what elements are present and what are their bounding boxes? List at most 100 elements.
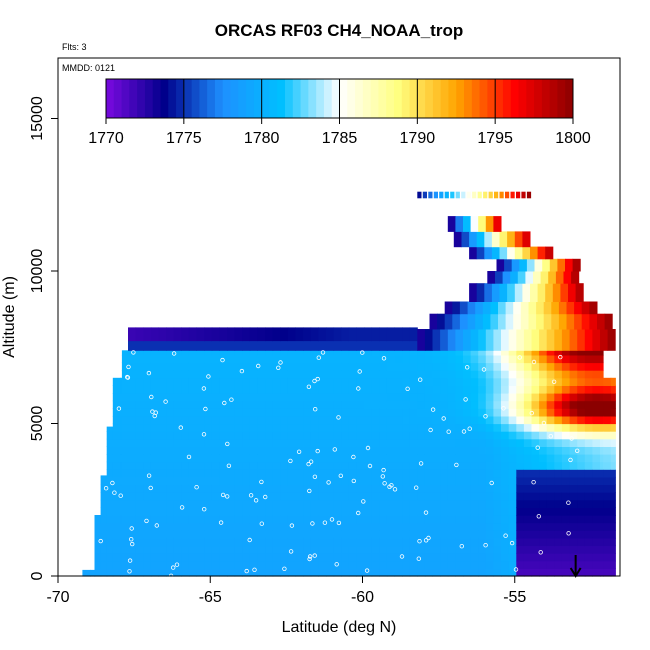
heatmap-cell xyxy=(371,385,380,394)
heatmap-cell xyxy=(440,469,449,478)
heatmap-cell xyxy=(447,553,456,562)
heatmap-cell xyxy=(600,377,604,386)
heatmap-cell xyxy=(341,484,350,493)
heatmap-cell xyxy=(188,492,198,501)
x-tick-label: -55 xyxy=(503,589,526,606)
heatmap-cell xyxy=(82,569,91,577)
heatmap-cell xyxy=(249,423,258,432)
heatmap-cell xyxy=(341,393,350,402)
colorbar-swatch xyxy=(448,79,457,118)
heatmap-cell xyxy=(432,469,441,478)
heatmap-cell xyxy=(135,515,144,524)
heatmap-cell xyxy=(455,191,460,199)
heatmap-cell xyxy=(484,246,493,260)
heatmap-cell xyxy=(257,377,266,386)
y-tick-label: 5000 xyxy=(29,406,46,442)
heatmap-cell xyxy=(554,329,563,351)
heatmap-cell xyxy=(326,522,335,531)
heatmap-cell xyxy=(204,537,213,547)
heatmap-cell xyxy=(478,553,487,562)
heatmap-cell xyxy=(310,438,319,447)
heatmap-cell xyxy=(432,461,441,470)
heatmap-cell xyxy=(219,476,228,486)
heatmap-cell xyxy=(166,560,175,569)
heatmap-cell xyxy=(539,438,548,447)
heatmap-cell xyxy=(120,484,123,493)
heatmap-cell xyxy=(188,415,198,425)
heatmap-cell xyxy=(526,191,532,199)
heatmap-cell xyxy=(188,385,198,394)
heatmap-cell xyxy=(135,393,144,402)
heatmap-cell xyxy=(409,431,418,440)
heatmap-cell xyxy=(128,415,137,425)
heatmap-cell xyxy=(150,560,160,569)
heatmap-cell xyxy=(280,385,289,394)
heatmap-cell xyxy=(470,469,479,478)
heatmap-cell xyxy=(424,530,434,539)
heatmap-cell xyxy=(120,408,123,417)
heatmap-cell xyxy=(561,560,571,569)
heatmap-cell xyxy=(303,370,312,379)
heatmap-cell xyxy=(600,461,604,470)
colorbar-tick-label: 1770 xyxy=(88,130,124,147)
heatmap-cell xyxy=(386,362,396,371)
colorbar-swatch xyxy=(106,79,115,118)
heatmap-cell xyxy=(455,446,464,455)
heatmap-cell xyxy=(409,393,418,402)
heatmap-cell xyxy=(204,476,213,486)
heatmap-cell xyxy=(577,446,586,455)
heatmap-cell xyxy=(326,484,335,493)
heatmap-cell xyxy=(94,560,102,569)
heatmap-cell xyxy=(610,476,616,486)
heatmap-cell xyxy=(555,271,564,284)
heatmap-cell xyxy=(135,553,144,562)
heatmap-cell xyxy=(120,522,123,531)
colorbar-swatch xyxy=(300,79,309,118)
heatmap-cell xyxy=(463,431,472,440)
heatmap-cell xyxy=(478,492,487,501)
heatmap-cell xyxy=(100,515,108,524)
heatmap-cell xyxy=(166,476,175,486)
colorbar-swatch xyxy=(222,79,232,118)
heatmap-cell xyxy=(143,499,152,508)
heatmap-cell xyxy=(523,492,533,501)
heatmap-cell xyxy=(128,438,137,447)
heatmap-cell xyxy=(394,377,403,386)
heatmap-cell xyxy=(470,530,479,539)
heatmap-cell xyxy=(574,301,583,315)
heatmap-cell xyxy=(546,560,555,569)
heatmap-cell xyxy=(280,469,289,478)
heatmap-cell xyxy=(592,354,601,364)
heatmap-cell xyxy=(569,362,578,371)
heatmap-cell xyxy=(272,385,281,394)
heatmap-cell xyxy=(173,393,182,402)
heatmap-cell xyxy=(135,415,144,425)
heatmap-cell xyxy=(211,377,220,386)
heatmap-cell xyxy=(303,484,312,493)
heatmap-cell xyxy=(447,446,456,455)
sample-point xyxy=(367,463,373,469)
heatmap-cell xyxy=(508,476,517,486)
heatmap-cell xyxy=(106,545,114,554)
heatmap-cell xyxy=(545,283,554,302)
heatmap-cell xyxy=(470,499,479,508)
heatmap-cell xyxy=(265,415,274,425)
sample-point xyxy=(313,407,318,412)
heatmap-cell xyxy=(333,354,342,364)
heatmap-cell xyxy=(554,431,563,440)
heatmap-cell xyxy=(333,415,342,425)
heatmap-cell xyxy=(610,530,616,539)
heatmap-cell xyxy=(569,492,578,501)
heatmap-cell xyxy=(491,231,500,248)
heatmap-cell xyxy=(485,469,494,478)
heatmap-cell xyxy=(196,354,205,364)
sample-point xyxy=(116,406,122,411)
heatmap-cell xyxy=(318,362,327,371)
heatmap-cell xyxy=(571,271,580,284)
heatmap-cell xyxy=(234,484,243,493)
heatmap-cell xyxy=(257,476,266,486)
heatmap-cell xyxy=(219,560,228,569)
heatmap-cell xyxy=(493,476,502,486)
heatmap-cell xyxy=(112,499,121,508)
heatmap-cell xyxy=(227,341,236,351)
